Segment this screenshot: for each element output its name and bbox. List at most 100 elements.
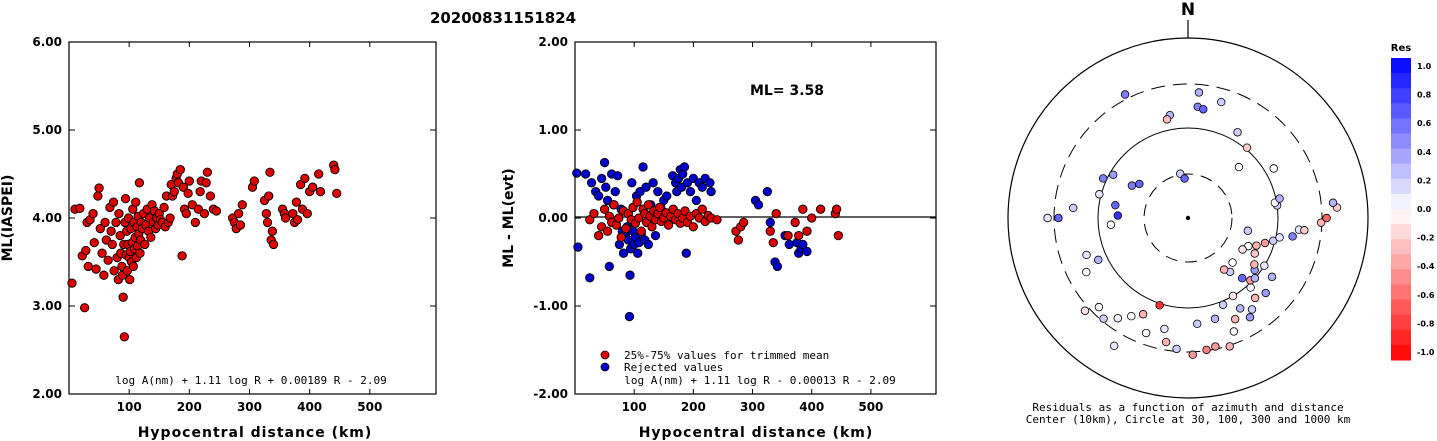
y-tick-label: 2.00 — [538, 35, 568, 49]
data-point — [261, 208, 271, 219]
data-point — [100, 217, 110, 228]
north-label: N — [1181, 0, 1195, 20]
data-point — [114, 208, 124, 219]
rejected-point — [653, 186, 663, 197]
colorbar-block — [1391, 299, 1411, 316]
data-point — [111, 217, 121, 228]
data-point — [249, 176, 259, 186]
station-residual-point — [1252, 241, 1261, 250]
data-point — [88, 208, 98, 219]
x-tick-label: 300 — [237, 400, 262, 414]
rejected-point — [612, 171, 623, 181]
trimmed-point — [833, 230, 844, 241]
rejected-point — [643, 239, 654, 250]
range-circle-30km — [1143, 173, 1233, 263]
station-residual-point — [1095, 190, 1104, 199]
station-residual-point — [1275, 194, 1284, 203]
station-residual-point — [1288, 232, 1297, 241]
station-residual-point — [1250, 249, 1259, 258]
station-residual-point — [1242, 143, 1252, 152]
station-residual-point — [1135, 179, 1144, 189]
data-point — [330, 164, 340, 175]
data-point — [135, 248, 145, 258]
station-residual-point — [1054, 213, 1063, 223]
data-point — [201, 178, 211, 188]
colorbar-block — [1391, 58, 1411, 74]
trimmed-point — [594, 230, 604, 241]
trimmed-point — [765, 226, 775, 236]
colorbar-tick-label: 1.0 — [1417, 62, 1432, 71]
station-residual-point — [1261, 288, 1270, 298]
station-residual-point — [1228, 258, 1237, 267]
rejected-point — [705, 178, 715, 188]
rejected-point — [618, 248, 629, 258]
trimmed-point — [609, 200, 619, 210]
data-point — [234, 208, 244, 219]
trimmed-point — [783, 230, 793, 241]
data-point — [108, 197, 119, 207]
station-residual-point — [1120, 90, 1130, 99]
station-residual-point — [1162, 115, 1172, 124]
rejected-point — [601, 182, 611, 192]
range-circle-100km — [1097, 127, 1279, 309]
colorbar-block — [1391, 314, 1411, 331]
trimmed-point — [802, 226, 812, 236]
station-residual-point — [1188, 350, 1197, 359]
station-residual-point — [1246, 283, 1255, 292]
station-residual-point — [1235, 304, 1245, 313]
station-residual-point — [1250, 274, 1260, 283]
y-axis-label: ML(IASPEI) — [0, 175, 16, 262]
station-residual-point — [1300, 226, 1309, 235]
data-point — [107, 239, 117, 250]
data-point — [115, 230, 125, 241]
data-point — [184, 176, 194, 186]
rejected-point — [610, 186, 620, 197]
trimmed-point — [616, 232, 626, 243]
rejected-point — [572, 168, 582, 178]
colorbar-block — [1391, 209, 1411, 225]
colorbar-block — [1391, 118, 1411, 134]
trimmed-point — [733, 235, 743, 245]
data-point — [118, 292, 128, 302]
residual-colorbar: Res 1.0 0.8 0.6 0.4 0.2 0.0 -0.2 -0.4 -0.6 -0.8 -1… — [1391, 43, 1435, 361]
data-point — [175, 164, 185, 175]
colorbar-block — [1391, 269, 1411, 285]
station-residual-point — [1161, 337, 1171, 347]
colorbar-block — [1391, 73, 1411, 89]
colorbar-tick-label: -1.0 — [1417, 348, 1435, 357]
rejected-point — [662, 191, 672, 201]
data-point — [134, 178, 145, 188]
station-residual-point — [1127, 312, 1136, 321]
station-residual-point — [1229, 327, 1239, 336]
station-residual-point — [1245, 313, 1255, 322]
x-tick-label: 100 — [622, 400, 647, 414]
rejected-point — [594, 191, 604, 201]
rejected-point — [648, 178, 658, 188]
data-point — [292, 215, 303, 225]
data-point — [106, 226, 116, 236]
station-residual-point — [1113, 314, 1122, 323]
trimmed-point — [602, 226, 613, 236]
x-tick-label: 100 — [117, 400, 142, 414]
station-residual-point — [1113, 211, 1123, 220]
station-residual-point — [1218, 300, 1228, 309]
data-point — [131, 197, 141, 207]
ml-vs-distance-chart: 100 200 300 400 500 2.00 3.00 4.00 5.00 6.00 ML(I… — [0, 35, 437, 441]
station-residual-point — [1108, 170, 1118, 179]
rejected-point — [679, 162, 690, 172]
residual-vs-distance-chart: 100 200 300 400 500 -2.00 -1.00 0.00 1.00 2.00 ML… — [501, 35, 937, 441]
data-point — [280, 213, 291, 223]
range-circle-1000km — [1007, 37, 1369, 399]
station-residual-point — [1217, 97, 1226, 107]
x-tick-label: 500 — [858, 400, 883, 414]
trimmed-point — [621, 223, 631, 234]
station-residual-point — [1328, 198, 1338, 207]
colorbar-block — [1391, 178, 1411, 195]
trimmed-point — [636, 226, 646, 236]
data-point — [211, 206, 222, 216]
data-point — [95, 223, 105, 234]
y-tick-label: 3.00 — [32, 299, 62, 313]
rejected-point — [697, 182, 707, 192]
data-point — [89, 237, 99, 248]
